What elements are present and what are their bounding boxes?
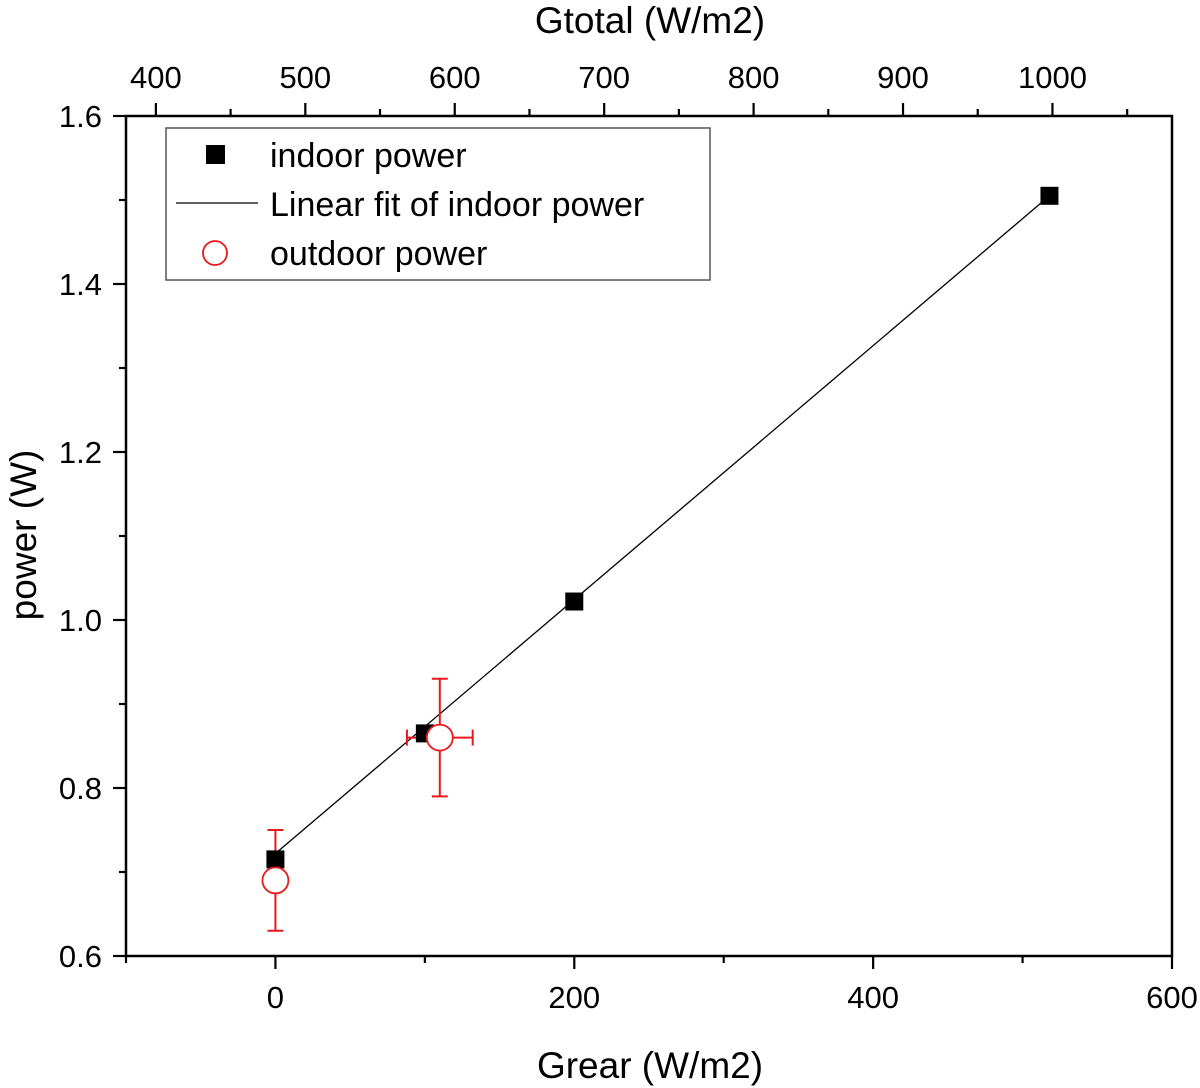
x2-tick-label: 900 [877, 60, 929, 95]
y-tick-label: 0.6 [59, 939, 102, 974]
outdoor-power-point [261, 866, 290, 895]
outdoor-power-point [425, 723, 454, 752]
y-tick-label: 1.4 [59, 267, 102, 302]
axis-tick-labels: 0 200 400 600 400 500 600 700 800 900 1000 0.6 0.8 1.… [59, 60, 1198, 1015]
indoor-power-point [565, 592, 584, 611]
legend-label-linear-fit: Linear fit of indoor power [270, 186, 644, 224]
x2-tick-label: 600 [429, 60, 481, 95]
top-axis-title: Gtotal (W/m2) [535, 0, 765, 41]
y-tick-label: 1.6 [59, 99, 102, 134]
indoor-power-point [266, 850, 285, 869]
x2-tick-label: 700 [578, 60, 630, 95]
x2-tick-label: 400 [130, 60, 182, 95]
y-tick-label: 1.0 [59, 603, 102, 638]
left-axis-title: power (W) [3, 450, 44, 621]
x-tick-label: 600 [1146, 980, 1198, 1015]
indoor-power-point [1040, 186, 1059, 205]
x-tick-label: 0 [267, 980, 284, 1015]
legend: indoor power Linear fit of indoor power … [165, 127, 711, 281]
legend-marker-outdoor-power [202, 240, 228, 266]
x2-tick-label: 500 [279, 60, 331, 95]
legend-box [165, 127, 711, 281]
x-tick-label: 200 [548, 980, 600, 1015]
linear-fit-line [275, 195, 1050, 855]
legend-label-indoor-power: indoor power [270, 137, 467, 175]
axis-ticks [113, 103, 1174, 969]
legend-label-outdoor-power: outdoor power [270, 235, 487, 273]
bottom-axis-title: Grear (W/m2) [537, 1045, 763, 1086]
x2-tick-label: 800 [728, 60, 780, 95]
legend-marker-indoor-power [206, 145, 225, 164]
x-tick-label: 400 [847, 980, 899, 1015]
chart-marks [261, 186, 1059, 932]
y-tick-label: 0.8 [59, 771, 102, 806]
x2-tick-label: 1000 [1018, 60, 1087, 95]
y-tick-label: 1.2 [59, 435, 102, 470]
